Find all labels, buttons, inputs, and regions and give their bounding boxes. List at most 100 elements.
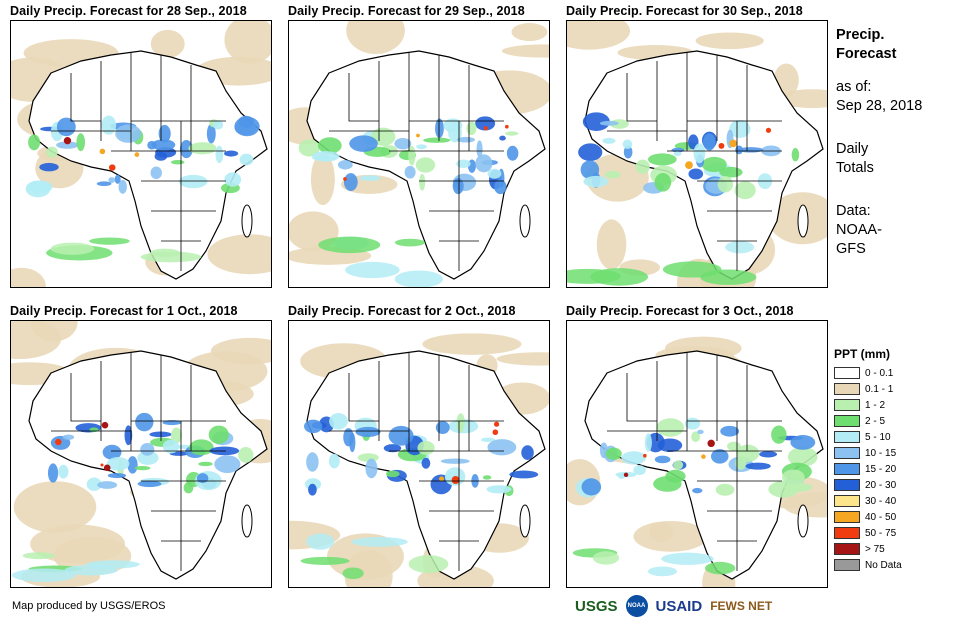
precip-cell — [654, 172, 672, 192]
precip-cell — [578, 143, 603, 162]
precip-cell — [39, 162, 59, 172]
precip-cell — [481, 437, 496, 442]
precip-cell — [114, 174, 121, 184]
info-title-line1: Precip. — [836, 27, 885, 43]
precip-cell — [107, 473, 126, 479]
precip-cell — [337, 160, 353, 170]
precip-cell — [654, 455, 671, 464]
heavy-precip-cell — [451, 476, 460, 484]
legend-swatch — [834, 431, 860, 443]
dry-patch — [310, 153, 335, 206]
precip-cell — [359, 175, 381, 181]
precip-cell — [304, 419, 323, 434]
precip-cell — [47, 463, 59, 483]
legend-label: 0 - 0.1 — [865, 367, 894, 379]
precip-cell — [404, 165, 416, 179]
heavy-precip-cell — [103, 464, 111, 472]
precip-cell — [521, 445, 534, 460]
precip-cell — [605, 447, 622, 460]
madagascar-outline — [241, 504, 253, 538]
dry-patch — [210, 337, 271, 365]
forecast-panel-day3: Daily Precip. Forecast for 30 Sep., 2018 — [566, 2, 828, 288]
dry-patch — [224, 21, 271, 64]
madagascar-outline — [519, 204, 531, 238]
heavy-precip-cell — [729, 139, 737, 148]
precip-cell — [383, 444, 402, 453]
ocean-precip — [704, 561, 736, 575]
forecast-panel-day6: Daily Precip. Forecast for 3 Oct., 2018 — [566, 302, 828, 588]
usaid-logo: USAID — [655, 597, 703, 615]
precip-cell — [421, 457, 431, 469]
precip-cell — [644, 433, 652, 452]
dry-patch — [30, 321, 78, 342]
precip-cell — [238, 447, 254, 463]
dry-patch — [422, 333, 522, 355]
legend-swatch — [834, 383, 860, 395]
forecast-panel-day4: Daily Precip. Forecast for 1 Oct., 2018 — [10, 302, 272, 588]
ocean-precip — [342, 567, 364, 580]
heavy-precip-cell — [707, 439, 715, 448]
precip-cell — [419, 173, 426, 191]
precip-cell — [234, 116, 260, 137]
precip-cell — [781, 469, 805, 486]
ocean-precip — [394, 238, 426, 247]
precip-cell — [224, 150, 239, 157]
panel-title: Daily Precip. Forecast for 28 Sep., 2018 — [10, 4, 247, 18]
legend-item: 30 - 40 — [834, 493, 964, 509]
noaa-logo: NOAA — [625, 595, 648, 617]
legend-item: 50 - 75 — [834, 525, 964, 541]
precip-cell — [416, 144, 427, 150]
precip-cell — [179, 140, 193, 159]
data-line2: GFS — [836, 241, 866, 257]
country-border — [70, 373, 101, 422]
precip-cell — [580, 160, 600, 180]
precip-cell — [106, 457, 130, 471]
precip-cell — [206, 123, 216, 144]
precip-cell — [149, 431, 172, 438]
precip-cell — [633, 465, 646, 476]
precip-cell — [423, 137, 451, 143]
precip-cell — [475, 116, 496, 131]
heavy-precip-cell — [505, 124, 509, 129]
ocean-precip — [22, 552, 56, 560]
precip-cell — [317, 137, 342, 154]
precip-cell — [494, 179, 507, 195]
heavy-precip-cell — [99, 148, 106, 155]
legend-label: 30 - 40 — [865, 495, 897, 507]
precip-cell — [343, 428, 354, 447]
precip-cell — [329, 412, 348, 430]
legend-swatch — [834, 511, 860, 523]
precip-cell — [188, 142, 217, 155]
precip-cell — [76, 133, 86, 152]
precip-cell — [298, 139, 320, 157]
dry-patch — [567, 21, 631, 50]
precip-cell — [151, 139, 176, 151]
precip-cell — [147, 140, 157, 150]
legend-item: 1 - 2 — [834, 397, 964, 413]
precip-cell — [328, 453, 340, 469]
precip-cell — [58, 464, 69, 479]
madagascar-outline — [241, 204, 253, 238]
ocean-precip — [351, 537, 408, 547]
precip-cell — [475, 154, 493, 173]
precip-cell — [582, 112, 610, 131]
heavy-precip-cell — [718, 142, 725, 149]
precip-cell — [711, 449, 729, 464]
precip-cell — [729, 119, 751, 138]
asof-label: as of: — [836, 79, 872, 95]
precip-cell — [162, 439, 180, 454]
heavy-precip-cell — [492, 429, 499, 436]
ppt-legend: PPT (mm) 0 - 0.1 0.1 - 1 1 - 2 2 - 5 5 - 10 1… — [834, 347, 964, 573]
precip-cell — [158, 124, 171, 143]
ocean-precip — [408, 555, 449, 574]
precip-cell — [456, 159, 471, 169]
precip-cell — [208, 425, 229, 444]
dry-patch — [150, 29, 185, 58]
precip-cell — [759, 450, 778, 458]
dry-patch — [695, 32, 764, 50]
africa-outline — [28, 50, 268, 280]
precip-cell — [115, 124, 142, 143]
precip-cell — [215, 145, 224, 164]
legend-swatch — [834, 559, 860, 571]
heavy-precip-cell — [685, 161, 693, 170]
